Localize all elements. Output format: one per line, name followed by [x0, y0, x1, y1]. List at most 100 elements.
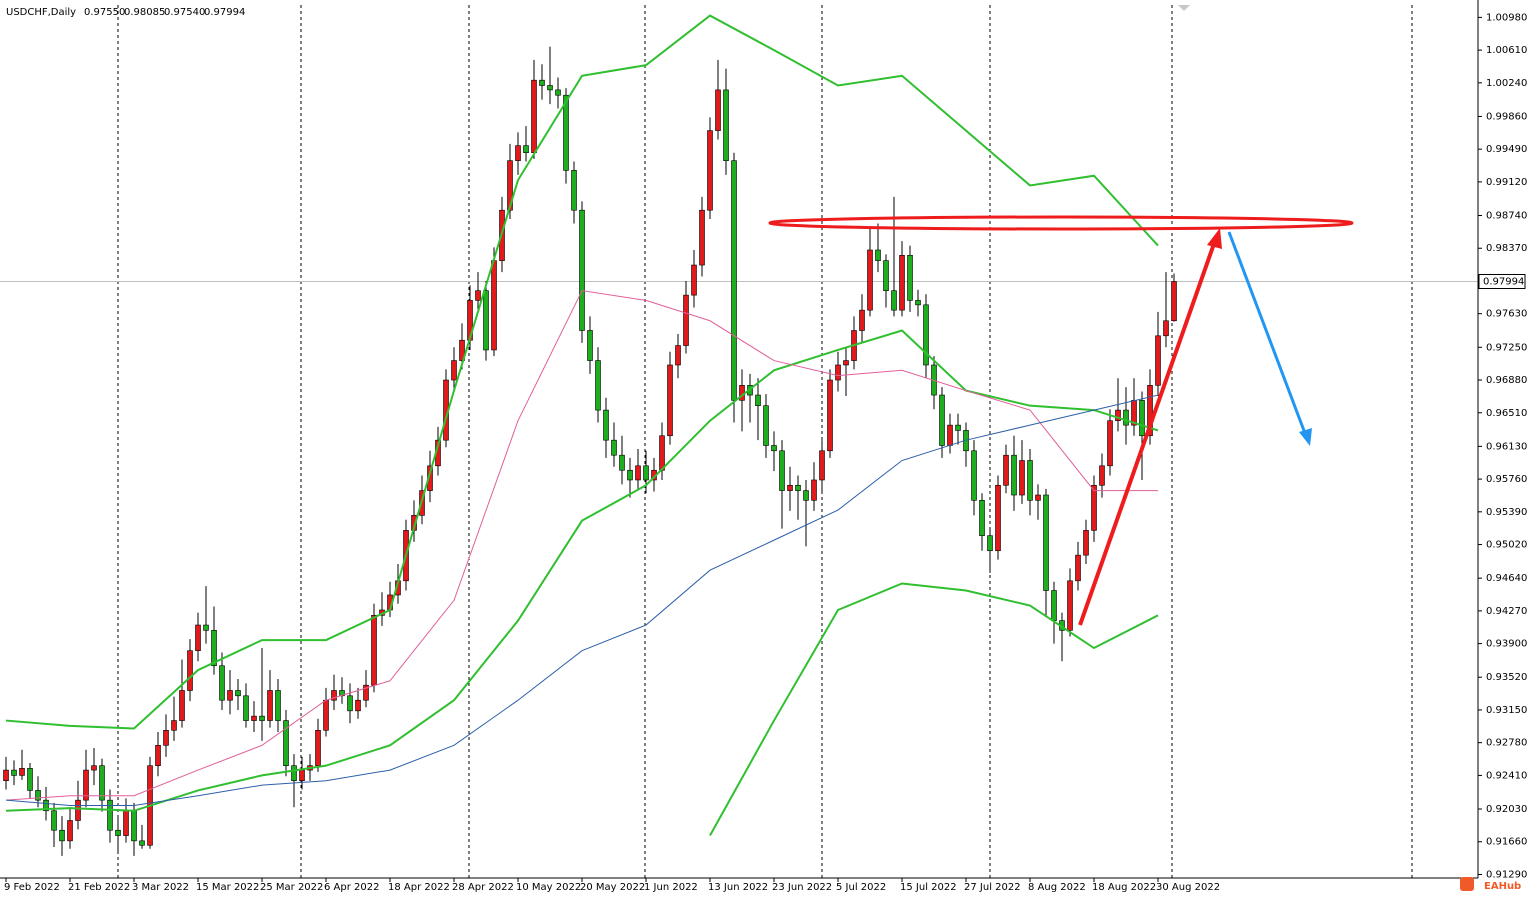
candle-body	[563, 94, 569, 171]
y-tick-label: 0.92030	[1486, 804, 1527, 815]
x-tick-label: 15 Jul 2022	[900, 882, 957, 893]
indicator-line	[5, 290, 1158, 801]
candle-body	[547, 85, 553, 91]
candle-body	[1011, 454, 1017, 496]
header-symbol: USDCHF,Daily	[6, 7, 76, 18]
candle-body	[675, 345, 681, 366]
shift-marker	[1178, 5, 1190, 11]
candle-body	[883, 260, 889, 291]
y-tick-label: 0.97250	[1486, 342, 1527, 353]
candle-body	[459, 339, 465, 361]
candle-body	[771, 445, 777, 452]
candle-body	[203, 624, 209, 631]
candle-body	[1035, 494, 1041, 501]
candle-body	[187, 650, 193, 691]
y-tick-label: 0.99120	[1486, 177, 1527, 188]
candle-body	[907, 255, 913, 301]
candle-body	[1123, 409, 1129, 426]
x-tick-label: 3 Mar 2022	[132, 882, 189, 893]
y-tick-label: 0.91660	[1486, 837, 1527, 848]
candle-body	[51, 810, 57, 831]
indicator-line	[709, 582, 1159, 837]
candle-body	[227, 690, 233, 701]
candle-body	[259, 715, 265, 721]
candle-body	[475, 290, 481, 301]
header-low: 0.97540	[164, 7, 205, 18]
candle-body	[323, 699, 329, 731]
candle-body	[843, 360, 849, 366]
candle-body	[75, 799, 81, 821]
y-tick-label: 0.91290	[1486, 869, 1527, 880]
candle-body	[683, 294, 689, 346]
candle-body	[171, 720, 177, 731]
x-tick-label: 21 Feb 2022	[68, 882, 130, 893]
candle-body	[1163, 320, 1169, 337]
x-tick-label: 20 May 2022	[580, 882, 645, 893]
down-arrow-head	[1299, 428, 1312, 446]
y-tick-label: 0.97630	[1486, 309, 1527, 320]
annotations	[768, 5, 1354, 626]
candle-body	[1075, 554, 1081, 582]
y-tick-label: 0.96880	[1486, 375, 1527, 386]
candle-body	[987, 535, 993, 552]
candle-body	[291, 765, 297, 782]
candle-body	[971, 450, 977, 501]
month-separators	[117, 5, 1413, 878]
candle-body	[899, 255, 905, 311]
candle-body	[59, 829, 65, 842]
y-tick-label: 0.94270	[1486, 606, 1527, 617]
candle-body	[1115, 409, 1121, 422]
candle-body	[331, 690, 337, 701]
candle-body	[299, 769, 305, 782]
candle-body	[355, 699, 361, 712]
candle-body	[555, 89, 561, 96]
x-tick-label: 18 Apr 2022	[388, 882, 450, 893]
x-tick-label: 25 Mar 2022	[260, 882, 323, 893]
candle-body	[995, 484, 1001, 552]
candle-body	[131, 810, 137, 842]
candle-body	[491, 260, 497, 351]
x-tick-label: 30 Aug 2022	[1156, 882, 1220, 893]
candle-body	[731, 160, 737, 401]
candle-body	[939, 394, 945, 446]
y-tick-label: 0.99490	[1486, 144, 1527, 155]
current-price-label: 0.97994	[1483, 276, 1524, 287]
y-tick-label: 0.93520	[1486, 672, 1527, 683]
candle-body	[1067, 580, 1073, 631]
candle-body	[1099, 465, 1105, 486]
indicator-line	[5, 14, 1159, 730]
candle-body	[451, 360, 457, 381]
candle-body	[923, 304, 929, 366]
candle-body	[1083, 530, 1089, 556]
candle-body	[579, 209, 585, 331]
candle-body	[371, 615, 377, 686]
header-close: 0.97994	[204, 7, 245, 18]
candle-body	[179, 690, 185, 721]
candle-body	[1019, 460, 1025, 496]
x-tick-label: 5 Jul 2022	[836, 882, 886, 893]
candle-body	[827, 379, 833, 452]
candle-body	[123, 810, 129, 836]
candle-body	[235, 690, 241, 697]
candle-body	[347, 695, 353, 712]
y-tick-label: 0.92780	[1486, 738, 1527, 749]
y-tick-label: 0.99860	[1486, 111, 1527, 122]
candle-body	[715, 89, 721, 131]
candle-body	[211, 630, 217, 667]
candle-body	[1043, 494, 1049, 591]
candle-body	[1155, 335, 1161, 386]
candle-body	[219, 665, 225, 701]
x-tick-label: 23 Jun 2022	[772, 882, 832, 893]
candle-body	[707, 130, 713, 211]
candle-body	[667, 364, 673, 437]
candle-body	[163, 729, 169, 746]
candle-body	[11, 769, 17, 776]
candle-body	[1171, 281, 1177, 322]
candle-body	[315, 729, 321, 766]
candle-body	[603, 409, 609, 441]
x-tick-label: 27 Jul 2022	[964, 882, 1021, 893]
candle-body	[891, 290, 897, 311]
candle-body	[635, 465, 641, 481]
